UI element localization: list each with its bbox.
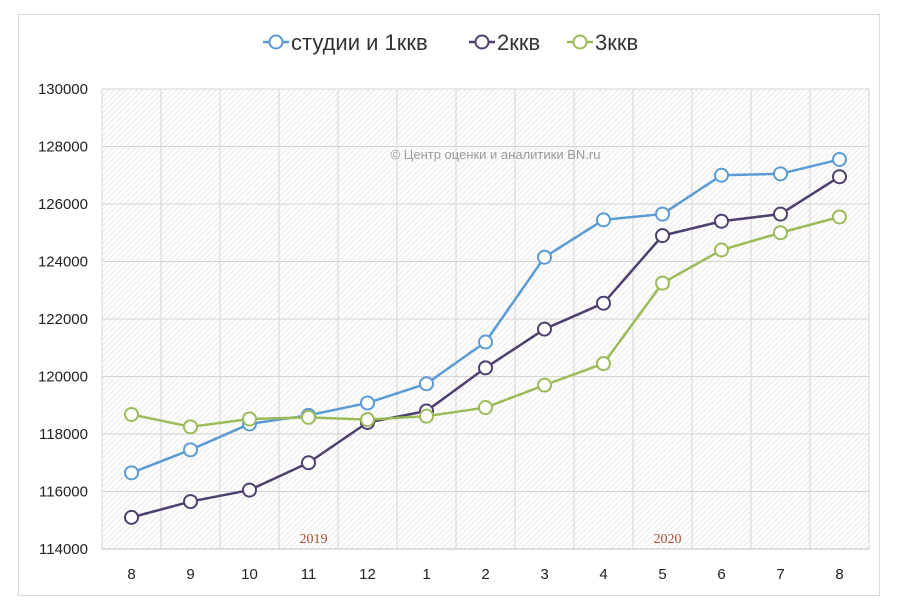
data-point — [183, 442, 198, 458]
axes: 114000 116000 118000 120000 122000 124000 1260… — [38, 81, 869, 583]
legend-marker — [268, 34, 284, 50]
x-tick-label: 8 — [127, 566, 135, 583]
y-tick-label: 114000 — [39, 541, 88, 558]
data-point — [832, 169, 847, 185]
data-point — [478, 334, 493, 350]
gridlines — [101, 88, 870, 550]
legend-label: 2ккв — [497, 30, 540, 55]
data-point — [714, 213, 729, 229]
data-point — [360, 395, 375, 411]
x-tick-label: 10 — [241, 566, 258, 583]
x-tick-label: 4 — [599, 566, 607, 583]
x-tick-label: 6 — [717, 566, 725, 583]
y-tick-label: 120000 — [38, 369, 88, 386]
data-point — [773, 206, 788, 222]
y-tick-label: 124000 — [38, 254, 88, 271]
data-point — [714, 167, 729, 183]
x-tick-label: 7 — [776, 566, 784, 583]
series-2 — [124, 169, 847, 525]
x-tick-label: 8 — [835, 566, 843, 583]
data-point — [596, 356, 611, 372]
legend-item: 3ккв — [567, 30, 638, 55]
data-point — [419, 408, 434, 424]
y-tick-label: 126000 — [38, 196, 88, 213]
data-point — [714, 242, 729, 258]
data-point — [124, 509, 139, 525]
data-point — [832, 151, 847, 167]
legend-item: студии и 1ккв — [263, 30, 428, 55]
data-point — [124, 465, 139, 481]
data-point — [537, 321, 552, 337]
data-point — [419, 376, 434, 392]
x-tick-label: 2 — [481, 566, 489, 583]
y-tick-label: 122000 — [38, 311, 88, 328]
data-point — [832, 209, 847, 225]
data-point — [124, 406, 139, 422]
data-point — [301, 409, 316, 425]
year-label-2019: 2019 — [300, 532, 328, 547]
y-tick-label: 130000 — [38, 81, 88, 98]
data-point — [773, 225, 788, 241]
data-point — [596, 212, 611, 228]
data-point — [478, 360, 493, 376]
data-point — [183, 494, 198, 510]
data-point — [537, 377, 552, 393]
data-point — [301, 455, 316, 471]
x-tick-label: 3 — [540, 566, 548, 583]
legend-marker — [572, 34, 588, 50]
y-tick-label: 118000 — [39, 426, 88, 443]
watermark: © Центр оценки и аналитики BN.ru — [391, 147, 601, 162]
legend-label: 3ккв — [595, 30, 638, 55]
data-point — [183, 419, 198, 435]
data-point — [596, 295, 611, 311]
legend: студии и 1ккв 2ккв 3ккв — [263, 30, 638, 55]
x-tick-label: 11 — [301, 566, 317, 583]
data-point — [242, 411, 257, 427]
x-tick-label: 5 — [658, 566, 666, 583]
data-point — [242, 482, 257, 498]
legend-marker — [474, 34, 490, 50]
year-label-2020: 2020 — [654, 532, 682, 547]
x-tick-label: 12 — [359, 566, 376, 583]
data-point — [360, 412, 375, 428]
legend-label: студии и 1ккв — [291, 30, 428, 55]
data-point — [655, 275, 670, 291]
y-tick-label: 116000 — [39, 484, 88, 501]
data-point — [773, 166, 788, 182]
y-tick-label: 128000 — [38, 139, 88, 156]
data-point — [478, 400, 493, 416]
series — [124, 151, 847, 525]
data-point — [655, 206, 670, 222]
x-tick-label: 9 — [186, 566, 194, 583]
series-3 — [124, 209, 847, 435]
legend-item: 2ккв — [469, 30, 540, 55]
data-point — [655, 228, 670, 244]
x-tick-label: 1 — [422, 566, 430, 583]
data-point — [537, 249, 552, 265]
